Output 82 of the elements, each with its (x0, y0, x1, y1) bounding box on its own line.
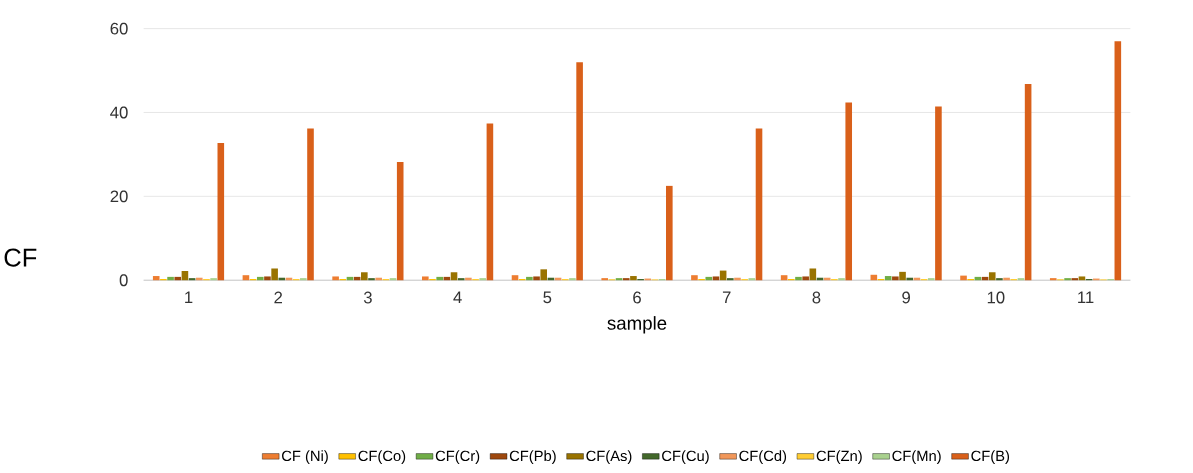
x-tick-label: 11 (1078, 291, 1094, 304)
bar (996, 278, 1003, 281)
bar (1078, 276, 1086, 281)
x-tick-label: 10 (987, 291, 1005, 304)
bar (630, 276, 637, 281)
bar (927, 278, 935, 281)
bar (622, 278, 630, 281)
bar (436, 277, 443, 281)
bar (712, 276, 720, 281)
x-tick-label: 9 (902, 291, 910, 304)
bar (396, 162, 404, 281)
x-tick-label: 7 (722, 291, 731, 304)
bar (1071, 278, 1079, 281)
legend-label: CF(Co) (358, 450, 406, 465)
y-tick-label: 0 (119, 274, 128, 287)
bar (526, 277, 533, 281)
bar (666, 186, 673, 281)
legend-label: CF(Cr) (435, 450, 480, 465)
legend-label: CF(Cu) (662, 450, 709, 465)
x-tick-label: 6 (633, 291, 641, 304)
x-tick-label: 1 (185, 291, 193, 304)
bar (457, 278, 465, 281)
x-tick-label: 2 (274, 291, 283, 304)
bar (727, 278, 734, 281)
y-tick-label: 60 (110, 22, 128, 35)
bar (935, 106, 942, 281)
bar (576, 62, 583, 281)
bar (845, 102, 853, 281)
bar (242, 275, 250, 281)
bar (486, 123, 494, 281)
bar (533, 276, 540, 281)
x-tick-label: 4 (453, 291, 462, 304)
bar (809, 268, 817, 281)
legend-label: CF(As) (586, 450, 632, 465)
bar (1049, 278, 1057, 281)
bar (264, 276, 271, 281)
bar (892, 276, 899, 281)
bar (210, 278, 217, 281)
bar (256, 277, 264, 281)
legend-label: CF(Zn) (816, 450, 862, 465)
x-tick-label: 3 (363, 291, 372, 304)
bar (960, 275, 967, 281)
bar (755, 128, 763, 281)
bar (1064, 278, 1071, 281)
x-axis-title: sample (607, 316, 667, 334)
bar (988, 272, 996, 281)
x-tick-label: 5 (543, 291, 552, 304)
legend-label: CF(B) (971, 450, 1010, 465)
bar (1114, 41, 1122, 281)
y-tick-label: 40 (110, 106, 128, 119)
bar (802, 276, 809, 281)
bar (705, 277, 713, 281)
bar (540, 269, 548, 281)
bar (691, 275, 698, 281)
bar (479, 278, 487, 281)
legend-label: CF(Pb) (509, 450, 556, 465)
legend-label: CF(Mn) (892, 450, 941, 465)
bar (569, 278, 576, 281)
bar (368, 278, 375, 281)
bar (899, 272, 906, 281)
bar (361, 272, 368, 281)
bar (167, 277, 174, 281)
legend-label: CF (Ni) (282, 450, 328, 465)
y-axis-title: CF (4, 248, 37, 267)
bar (152, 276, 160, 281)
x-tick-label: 8 (812, 291, 821, 304)
bar (307, 128, 314, 281)
bar (300, 278, 307, 281)
bar (174, 277, 182, 281)
legend-label: CF(Cd) (739, 450, 787, 465)
bar (795, 277, 802, 281)
y-tick-label: 20 (110, 190, 128, 203)
bar (271, 268, 278, 281)
bar (1024, 84, 1032, 281)
bar (511, 275, 519, 281)
bar (601, 278, 609, 281)
bar (422, 276, 429, 281)
bar (780, 275, 788, 281)
bar (450, 272, 458, 281)
bar (332, 276, 339, 281)
bar (217, 143, 225, 281)
bar (838, 278, 845, 281)
